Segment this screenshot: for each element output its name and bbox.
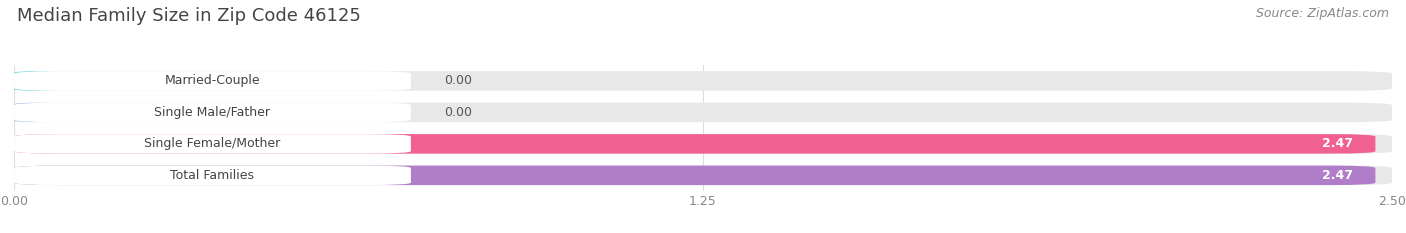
- FancyBboxPatch shape: [14, 71, 58, 91]
- FancyBboxPatch shape: [14, 103, 1392, 122]
- FancyBboxPatch shape: [14, 166, 1375, 185]
- Text: 0.00: 0.00: [444, 75, 472, 87]
- FancyBboxPatch shape: [14, 103, 411, 122]
- FancyBboxPatch shape: [14, 134, 1392, 154]
- Text: Married-Couple: Married-Couple: [165, 75, 260, 87]
- FancyBboxPatch shape: [14, 166, 1392, 185]
- Text: Single Female/Mother: Single Female/Mother: [145, 137, 281, 150]
- Text: Median Family Size in Zip Code 46125: Median Family Size in Zip Code 46125: [17, 7, 361, 25]
- Text: Total Families: Total Families: [170, 169, 254, 182]
- FancyBboxPatch shape: [14, 134, 411, 154]
- Text: 2.47: 2.47: [1323, 169, 1354, 182]
- Text: 2.47: 2.47: [1323, 137, 1354, 150]
- FancyBboxPatch shape: [14, 71, 411, 91]
- Text: Single Male/Father: Single Male/Father: [155, 106, 270, 119]
- FancyBboxPatch shape: [14, 71, 1392, 91]
- FancyBboxPatch shape: [14, 103, 58, 122]
- FancyBboxPatch shape: [14, 134, 1375, 154]
- Text: Source: ZipAtlas.com: Source: ZipAtlas.com: [1256, 7, 1389, 20]
- Text: 0.00: 0.00: [444, 106, 472, 119]
- FancyBboxPatch shape: [14, 166, 411, 185]
